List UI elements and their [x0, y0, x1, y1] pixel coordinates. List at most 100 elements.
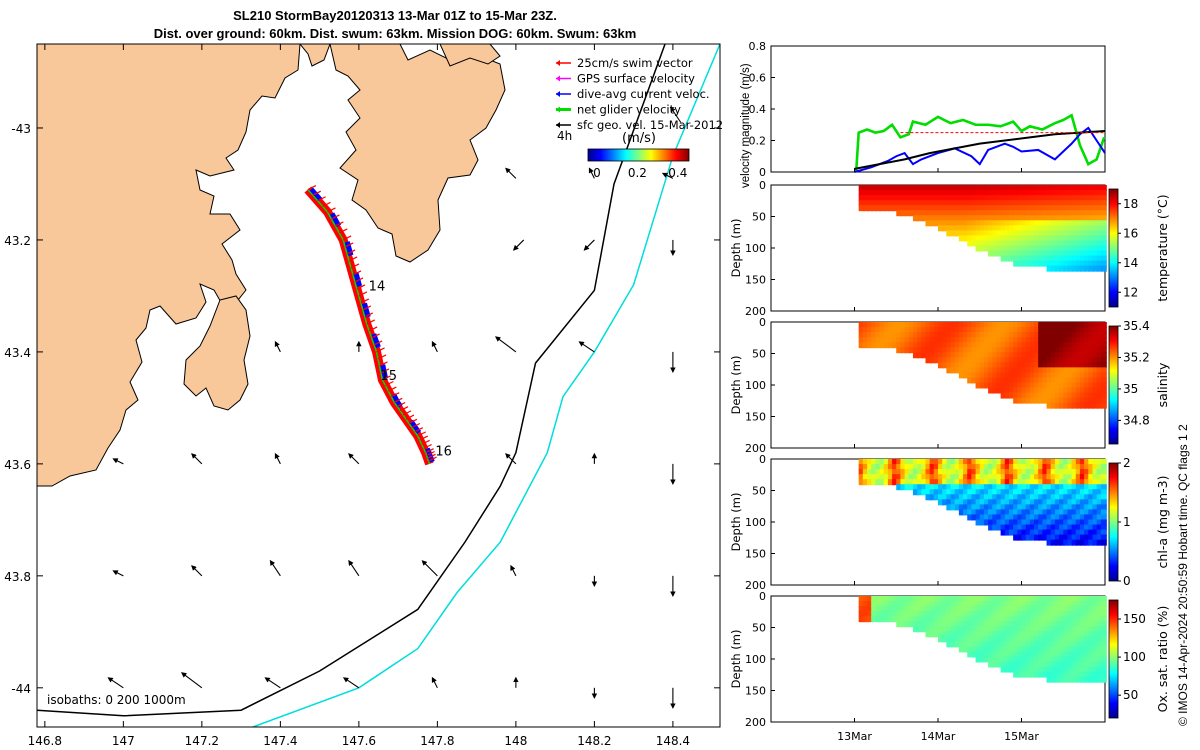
profile-cell [1075, 245, 1082, 252]
profile-cell [975, 367, 982, 374]
profile-cell [1063, 327, 1070, 334]
profile-cell [1000, 392, 1007, 399]
profile-cell [1071, 601, 1078, 608]
profile-cell [971, 342, 978, 349]
profile-cell [921, 621, 928, 628]
profile-cell [938, 611, 944, 618]
profile-cell [1067, 337, 1074, 344]
profile-cell [988, 656, 995, 663]
colorbar-tick-label: 35.2 [1123, 350, 1150, 364]
profile-cell [1046, 519, 1053, 526]
profile-cell [1071, 220, 1078, 227]
profile-cell [1084, 235, 1091, 242]
profile-cell [1092, 260, 1099, 267]
profile-cell [946, 210, 953, 217]
profile-cell [1088, 382, 1095, 389]
profile-cell [988, 250, 995, 257]
profile-cell [975, 519, 982, 526]
profile-cell [958, 210, 965, 217]
profile-cell [1079, 656, 1086, 663]
profile-cell [1075, 494, 1082, 501]
profile-cell [875, 459, 882, 465]
profile-cell [1025, 646, 1032, 653]
profile-cell [1017, 337, 1024, 344]
profile-cell [946, 362, 953, 369]
profile-cell [967, 499, 974, 506]
profile-cell [988, 474, 995, 481]
profile-cell [958, 230, 965, 237]
profile-cell [1100, 367, 1107, 374]
profile-cell [1034, 519, 1041, 526]
profile-cell [1029, 621, 1036, 628]
profile-cell [933, 190, 940, 197]
profile-cell [1021, 656, 1028, 663]
profile-cell [1029, 504, 1036, 511]
profile-cell [862, 327, 869, 334]
profile-cell [883, 479, 890, 486]
profile-cell [1034, 397, 1041, 404]
profile-cell [1042, 195, 1049, 202]
land-north-peninsula [299, 44, 331, 67]
profile-cell [1050, 265, 1057, 272]
profile-cell [988, 479, 995, 486]
profile-cell [1063, 631, 1070, 638]
profile-cell [1050, 489, 1057, 496]
profile-cell [1092, 529, 1099, 536]
profile-cell [1034, 524, 1041, 531]
swim-vector [376, 347, 385, 353]
profile-cell [1021, 387, 1028, 394]
profile-cell [1100, 676, 1107, 683]
profile-cell [1079, 402, 1086, 409]
profile-cell [1088, 529, 1095, 536]
profile-cell [979, 631, 986, 638]
profile-cell [1092, 509, 1099, 516]
profile-cell [1000, 601, 1007, 608]
profile-cell [1059, 671, 1066, 678]
profile-cell [925, 479, 932, 486]
profile-cell [1054, 626, 1061, 633]
profile-cell [979, 479, 986, 486]
profile-cell [983, 474, 990, 481]
profile-cell [954, 195, 961, 202]
profile-cell [1059, 322, 1066, 328]
profile-cell [950, 342, 957, 349]
profile-cell [1029, 362, 1036, 369]
profile-cell [1029, 499, 1036, 506]
profile-cell [1021, 362, 1028, 369]
profile-cell [929, 601, 936, 608]
profile-cell [900, 469, 907, 476]
profile-cell [983, 494, 990, 501]
profile-cell [1021, 464, 1028, 471]
profile-cell [1021, 372, 1028, 379]
profile-cell [904, 195, 911, 202]
profile-cell [1063, 484, 1070, 491]
profile-cell [1034, 372, 1041, 379]
profile-cell [958, 195, 965, 202]
profile-cell [904, 616, 911, 623]
profile-cell [1054, 265, 1061, 272]
profile-cell [912, 352, 919, 359]
profile-cell [1059, 661, 1066, 668]
profile-cell [1092, 382, 1099, 389]
profile-cell [992, 489, 999, 496]
profile-cell [1025, 327, 1032, 334]
profile-cell [1050, 626, 1057, 633]
profile-cell [1088, 646, 1095, 653]
track-day-label: 14 [369, 279, 386, 294]
profile-cell [908, 474, 915, 481]
profile-cell [1004, 519, 1011, 526]
profile-cell [1084, 631, 1091, 638]
profile-cell [1025, 494, 1032, 501]
profile-cell [1038, 352, 1045, 359]
profile-cell [1021, 646, 1028, 653]
profile-cell [1017, 519, 1024, 526]
profile-cell [1084, 606, 1091, 613]
profile-cell [1088, 641, 1095, 648]
surface-velocity-arrow [264, 677, 281, 689]
profile-cell [975, 611, 982, 618]
profile-cell [958, 357, 965, 364]
profile-cell [1021, 347, 1028, 354]
profile-cell [1096, 210, 1103, 217]
profile-cell [1025, 255, 1032, 262]
